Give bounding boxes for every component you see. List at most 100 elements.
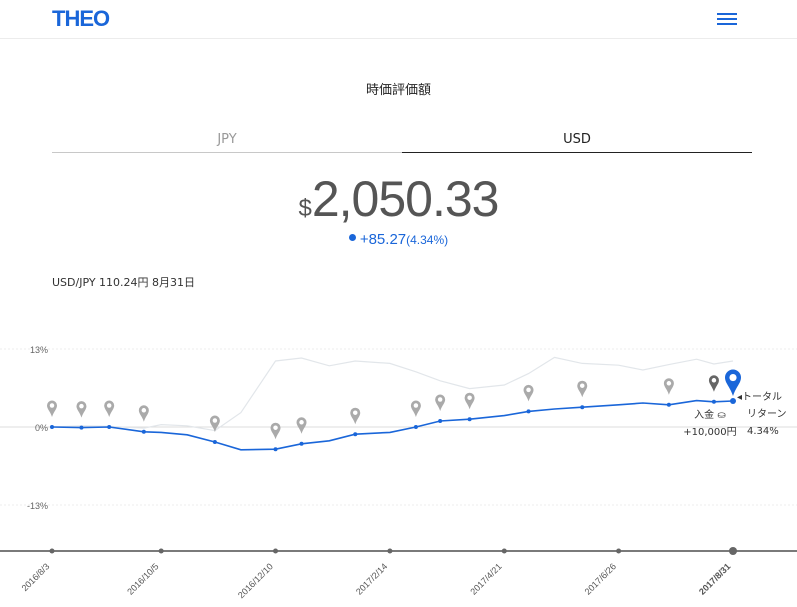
deposit-point: [212, 440, 217, 444]
series-line-benchmark: [51, 356, 734, 432]
valuation-amount: $2,050.33: [0, 170, 797, 228]
current-location-pin-icon: [725, 369, 741, 396]
x-tick-label: 2017/4/21: [468, 561, 503, 596]
deposit-pin-icon: [209, 415, 220, 432]
deposit-point: [711, 399, 716, 404]
pin-hole: [413, 403, 419, 408]
deposit-pin-icon: [708, 375, 719, 392]
hamburger-menu-icon[interactable]: [717, 13, 737, 25]
deposit-pin-icon: [270, 422, 281, 440]
pin-hole: [711, 378, 717, 383]
deposit-pin-icon: [138, 405, 149, 422]
current-point: [730, 397, 736, 404]
pin-hole: [579, 383, 585, 388]
tab-usd[interactable]: USD: [402, 129, 752, 153]
pin-shape: [577, 380, 588, 398]
pin-shape: [296, 417, 307, 434]
pin-shape: [464, 392, 475, 410]
x-tick-label: 2016/8/3: [20, 561, 52, 593]
x-tick-dot: [501, 548, 507, 554]
pin-shape: [523, 384, 534, 402]
x-tick-label: 2017/8/31: [697, 561, 732, 596]
deposit-pin-icon: [296, 417, 307, 434]
total-return-annotation-line: 4.34%: [747, 426, 779, 437]
pin-shape: [708, 375, 719, 392]
pin-hole: [141, 408, 147, 413]
total-return-annotation-line: ◂トータル: [737, 391, 782, 403]
deposit-pin-icon: [435, 394, 446, 411]
x-tick-dot: [49, 548, 55, 554]
deposit-point: [141, 429, 146, 434]
x-tick-dot: [729, 547, 737, 555]
deposit-point: [438, 419, 443, 423]
deposit-point: [273, 447, 278, 452]
deposit-pin-icon: [577, 380, 588, 398]
x-tick-dot: [273, 548, 279, 554]
deposit-point: [467, 417, 472, 422]
x-tick-label: 2016/10/5: [125, 561, 160, 596]
deposit-point: [299, 441, 304, 446]
tab-jpy[interactable]: JPY: [52, 129, 402, 153]
header: THEO: [0, 0, 797, 39]
deposit-pin-icon: [350, 407, 361, 425]
change-value: +85.27: [359, 231, 407, 248]
theo-logo[interactable]: THEO: [52, 6, 110, 31]
pin-shape: [350, 407, 361, 425]
fx-rate: USD/JPY 110.24円 8月31日: [52, 276, 196, 289]
deposit-pin-icon: [464, 392, 475, 410]
deposit-pin-icon: [410, 400, 421, 417]
x-tick-dot: [158, 548, 164, 554]
section-title: 時価評価額: [365, 83, 431, 98]
pin-shape: [47, 400, 57, 417]
deposit-point: [526, 409, 531, 414]
pin-shape: [76, 401, 87, 418]
series-line-portfolio: [51, 399, 734, 451]
pin-hole: [79, 403, 84, 409]
x-tick-label: 2016/12/10: [236, 561, 275, 600]
deposit-annotation-line: 入金 ⛀: [694, 408, 726, 421]
change-dot-icon: [348, 234, 356, 241]
pin-hole: [49, 403, 55, 408]
deposit-pin-icon: [523, 384, 534, 402]
pin-shape: [663, 378, 674, 395]
pin-shape: [725, 369, 741, 396]
pin-hole: [437, 397, 443, 402]
pin-hole: [352, 410, 358, 415]
deposit-point: [79, 425, 84, 430]
deposit-pin-icon: [76, 401, 87, 418]
pin-shape: [410, 400, 421, 417]
x-tick-dot: [387, 548, 393, 554]
pin-hole: [106, 403, 112, 408]
deposit-point: [353, 432, 358, 437]
deposit-point: [413, 425, 418, 429]
pin-hole: [467, 395, 472, 400]
x-tick-label: 2017/6/26: [583, 561, 618, 596]
y-tick-label: 0%: [35, 423, 48, 433]
deposit-pin-icon: [663, 378, 674, 395]
deposit-pin-icon: [104, 400, 115, 417]
currency-tabs: JPY USD: [52, 129, 752, 153]
deposit-point: [666, 402, 671, 407]
deposit-point: [50, 425, 54, 429]
change-percent: (4.34%): [406, 233, 449, 247]
pin-hole: [666, 381, 672, 386]
x-tick-dot: [616, 548, 622, 554]
pin-hole: [526, 387, 531, 393]
x-tick-label: 2017/2/14: [354, 561, 389, 596]
pin-shape: [138, 405, 149, 422]
currency-symbol: $: [298, 195, 312, 222]
deposit-point: [580, 405, 585, 410]
pin-shape: [435, 394, 446, 411]
pin-shape: [104, 400, 115, 417]
pin-hole: [299, 420, 304, 425]
deposit-pin-icon: [47, 400, 57, 417]
valuation-change: +85.27(4.34%): [0, 231, 797, 249]
deposit-point: [107, 425, 112, 429]
pin-shape: [209, 415, 220, 432]
y-tick-label: -13%: [27, 501, 48, 511]
pin-hole: [273, 425, 278, 430]
pin-shape: [270, 422, 281, 440]
pin-hole: [212, 418, 218, 423]
deposit-annotation-line: +10,000円: [683, 427, 736, 438]
